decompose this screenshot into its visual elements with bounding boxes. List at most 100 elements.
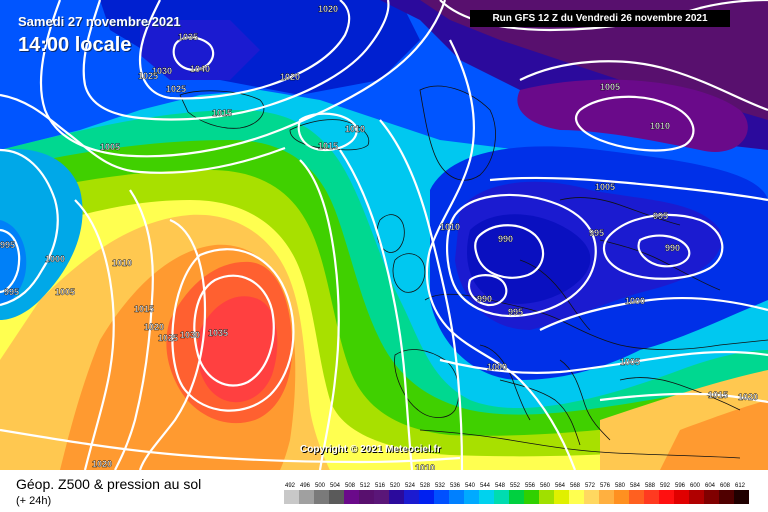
isobar-label: 1025 bbox=[166, 84, 186, 94]
color-scale-tick: 512 bbox=[360, 483, 371, 489]
isobar-label: 1005 bbox=[55, 287, 75, 297]
color-scale-swatch bbox=[299, 490, 314, 504]
color-scale-swatch bbox=[509, 490, 524, 504]
isobar-label: 1015 bbox=[134, 304, 154, 314]
isobar-label: 1020 bbox=[280, 72, 300, 82]
isobar-label: 990 bbox=[498, 234, 513, 244]
isobar-label: 1025 bbox=[138, 71, 158, 81]
copyright-text: Copyright © 2021 Meteociel.fr bbox=[300, 444, 441, 455]
isobar-label: 1020 bbox=[144, 322, 164, 332]
color-scale-tick: 544 bbox=[480, 483, 491, 489]
color-scale-swatch bbox=[404, 490, 419, 504]
color-scale-swatch bbox=[314, 490, 329, 504]
color-scale-swatch bbox=[659, 490, 674, 504]
isobar-label: 995 bbox=[4, 287, 19, 297]
isobar-label: 995 bbox=[508, 307, 523, 317]
isobar-label: 1040 bbox=[190, 64, 210, 74]
color-scale-swatch bbox=[719, 490, 734, 504]
color-scale-tick: 508 bbox=[345, 483, 356, 489]
color-scale-swatch bbox=[704, 490, 719, 504]
isobar-label: 1035 bbox=[178, 32, 198, 42]
isobar-label: 1015 bbox=[318, 141, 338, 151]
model-run-label: Run GFS 12 Z du Vendredi 26 novembre 202… bbox=[470, 10, 730, 27]
isobar-label: 1020 bbox=[738, 392, 758, 402]
color-scale-tick: 520 bbox=[390, 483, 401, 489]
isobar-label: 1020 bbox=[318, 4, 338, 14]
color-scale-swatch bbox=[629, 490, 644, 504]
isobar-label: 995 bbox=[589, 228, 604, 238]
color-scale-tick: 576 bbox=[600, 483, 611, 489]
color-scale-swatch bbox=[554, 490, 569, 504]
color-scale-swatch bbox=[359, 490, 374, 504]
isobar-label: 1000 bbox=[625, 296, 645, 306]
isobar-label: 1000 bbox=[45, 254, 65, 264]
isobar-label: 1030 bbox=[180, 330, 200, 340]
isobar-label: 1010 bbox=[345, 124, 365, 134]
color-scale-swatch bbox=[494, 490, 509, 504]
forecast-time: 14:00 locale bbox=[18, 34, 132, 56]
color-scale-swatch bbox=[449, 490, 464, 504]
color-scale-swatch bbox=[599, 490, 614, 504]
color-scale-swatch bbox=[344, 490, 359, 504]
color-scale-tick: 612 bbox=[735, 483, 746, 489]
isobar-label: 1000 bbox=[487, 362, 507, 372]
isobar-label: 1015 bbox=[212, 108, 232, 118]
color-scale-swatch bbox=[584, 490, 599, 504]
color-scale-swatch bbox=[374, 490, 389, 504]
isobar-label: 1020 bbox=[92, 459, 112, 469]
color-scale-tick: 580 bbox=[615, 483, 626, 489]
color-scale-tick: 560 bbox=[540, 483, 551, 489]
color-scale-swatch bbox=[674, 490, 689, 504]
color-scale-swatch bbox=[434, 490, 449, 504]
color-scale-tick: 572 bbox=[585, 483, 596, 489]
color-scale-swatch bbox=[689, 490, 704, 504]
color-scale-swatch bbox=[569, 490, 584, 504]
color-scale-swatch bbox=[539, 490, 554, 504]
chart-title: Géop. Z500 & pression au sol bbox=[16, 476, 202, 492]
color-scale-swatch bbox=[614, 490, 629, 504]
color-scale-tick: 600 bbox=[690, 483, 701, 489]
color-scale-tick: 596 bbox=[675, 483, 686, 489]
color-scale-tick: 588 bbox=[645, 483, 656, 489]
color-scale-tick: 524 bbox=[405, 483, 416, 489]
color-scale-swatch bbox=[734, 490, 749, 504]
color-scale-tick: 568 bbox=[570, 483, 581, 489]
color-scale-swatch bbox=[329, 490, 344, 504]
color-scale-tick: 536 bbox=[450, 483, 461, 489]
isobar-label: 1030 bbox=[152, 66, 172, 76]
color-scale-tick: 556 bbox=[525, 483, 536, 489]
isobar-label: 1005 bbox=[595, 182, 615, 192]
color-scale-tick: 540 bbox=[465, 483, 476, 489]
color-scale-tick: 564 bbox=[555, 483, 566, 489]
isobar-label: 995 bbox=[0, 240, 15, 250]
isobar-label: 1010 bbox=[415, 463, 435, 470]
color-scale-swatch bbox=[479, 490, 494, 504]
color-scale-tick: 516 bbox=[375, 483, 386, 489]
color-scale-tick: 592 bbox=[660, 483, 671, 489]
isobar-label: 1010 bbox=[650, 121, 670, 131]
color-scale-tick: 492 bbox=[285, 483, 296, 489]
isobar-label: 1005 bbox=[620, 357, 640, 367]
color-scale-tick: 548 bbox=[495, 483, 506, 489]
color-scale-swatch bbox=[389, 490, 404, 504]
forecast-lead: (+ 24h) bbox=[16, 495, 52, 507]
color-scale-tick: 504 bbox=[330, 483, 341, 489]
isobar-label: 1025 bbox=[158, 333, 178, 343]
color-scale-tick: 532 bbox=[435, 483, 446, 489]
isobar-label: 1005 bbox=[100, 142, 120, 152]
color-scale-swatch bbox=[419, 490, 434, 504]
color-scale-swatch bbox=[524, 490, 539, 504]
isobar-label: 1005 bbox=[600, 82, 620, 92]
isobar-label: 1010 bbox=[112, 258, 132, 268]
color-scale-swatch bbox=[464, 490, 479, 504]
isobar-label: 1010 bbox=[440, 222, 460, 232]
isobar-label: 1035 bbox=[208, 328, 228, 338]
isobar-label: 990 bbox=[477, 294, 492, 304]
color-scale-swatch bbox=[284, 490, 299, 504]
color-scale-tick: 528 bbox=[420, 483, 431, 489]
color-scale-swatch bbox=[644, 490, 659, 504]
forecast-date: Samedi 27 novembre 2021 bbox=[18, 14, 181, 29]
color-scale-tick: 500 bbox=[315, 483, 326, 489]
